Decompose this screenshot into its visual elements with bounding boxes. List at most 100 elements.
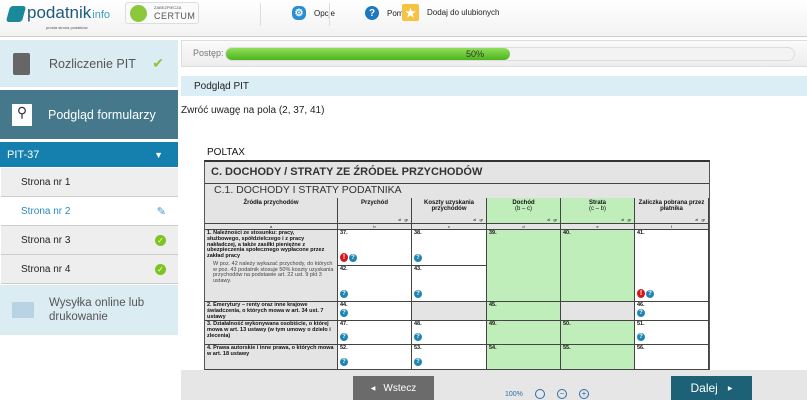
- pit-form-preview: C. DOCHODY / STRATY ZE ŹRÓDEŁ PRZYCHODÓW…: [204, 160, 710, 370]
- field-56[interactable]: 56.: [635, 345, 709, 370]
- source-note: W poz. 42 należy wykazać przychody, do k…: [213, 260, 334, 285]
- field-37[interactable]: 37.!?: [338, 230, 412, 266]
- field-number: 43.: [414, 266, 422, 272]
- top-header: podatnik info prosta strona podatków ZAB…: [0, 0, 807, 37]
- zoom-controls: 100% − +: [505, 389, 589, 399]
- column-title: Przychód: [360, 200, 388, 206]
- field-number: 56.: [637, 345, 645, 351]
- sidebar-form-pit37[interactable]: PIT-37 ▼: [0, 142, 178, 167]
- units-label: zł gr: [473, 217, 483, 222]
- field-number: 37.: [340, 230, 348, 236]
- field-38[interactable]: 38.?: [412, 230, 487, 266]
- help-icon[interactable]: ?: [340, 309, 348, 317]
- field-48[interactable]: 48.?: [412, 321, 487, 345]
- field-49[interactable]: 49.: [487, 321, 561, 345]
- progress-bar-panel: Postęp: 50%: [181, 40, 807, 67]
- page-label: Strona nr 2: [21, 205, 71, 217]
- field-54[interactable]: 54.: [487, 345, 561, 370]
- check-circle-icon: ✓: [155, 234, 166, 246]
- column-header: Źródła przychodów: [205, 198, 338, 224]
- help-icon[interactable]: ?: [349, 254, 357, 262]
- sidebar-page-2[interactable]: Strona nr 2 ✎: [1, 197, 178, 226]
- field-number: 42.: [340, 266, 348, 272]
- field-44[interactable]: 44.?: [338, 302, 412, 321]
- field-40[interactable]: 40.: [561, 230, 635, 302]
- field-46[interactable]: 46.?: [635, 302, 709, 321]
- units-label: zł gr: [547, 217, 557, 222]
- help-icon[interactable]: ?: [637, 309, 645, 317]
- help-icon[interactable]: ?: [340, 333, 348, 341]
- field-50[interactable]: 50.: [561, 321, 635, 345]
- zoom-reset-icon[interactable]: [534, 389, 545, 399]
- help-button[interactable]: ? Pomoc: [365, 6, 412, 20]
- certum-badge[interactable]: ZABEZPIECZA CERTUM: [125, 2, 199, 24]
- error-icon[interactable]: !: [637, 289, 645, 298]
- field-number: 50.: [563, 321, 571, 327]
- progress-percent: 50%: [466, 49, 485, 59]
- help-icon[interactable]: ?: [637, 333, 645, 341]
- sidebar-page-3[interactable]: Strona nr 3 ✓: [1, 226, 178, 255]
- favorite-button[interactable]: ★ Dodaj do ulubionych: [402, 4, 500, 21]
- sidebar-label: Podgląd formularzy: [48, 107, 156, 122]
- help-label: Pomoc: [387, 8, 412, 18]
- help-icon[interactable]: ?: [646, 290, 654, 298]
- field-51[interactable]: 51.?: [635, 321, 709, 345]
- sidebar-page-1[interactable]: Strona nr 1: [1, 168, 178, 197]
- field-number: 45.: [489, 302, 497, 308]
- form-label: PIT-37: [7, 148, 40, 161]
- field-number: 44.: [340, 302, 348, 308]
- next-button[interactable]: Dalej ▶: [671, 376, 752, 400]
- form-brand: POLTAX: [207, 147, 245, 158]
- zoom-in-icon[interactable]: +: [578, 389, 589, 399]
- arrow-right-icon: ▶: [727, 385, 733, 392]
- field-number: 55.: [563, 345, 571, 351]
- column-letter: d: [487, 224, 561, 230]
- divider: [329, 3, 330, 26]
- error-icon[interactable]: !: [340, 253, 348, 262]
- source-text: 4. Prawa autorskie i inne prawa, o który…: [207, 345, 334, 357]
- sidebar-item-rozliczenie[interactable]: Rozliczenie PIT ✔: [0, 40, 178, 87]
- back-button[interactable]: ◀ Wstecz: [353, 376, 434, 400]
- sidebar-page-4[interactable]: Strona nr 4 ✓: [1, 255, 178, 284]
- field-47[interactable]: 47.?: [338, 321, 412, 345]
- help-icon[interactable]: ?: [340, 290, 348, 298]
- blocked-cell: [561, 302, 635, 321]
- options-label: Opcje: [314, 8, 335, 18]
- divider: [260, 3, 261, 26]
- column-subtitle: (c – b): [588, 206, 606, 213]
- column-letter-text: e: [596, 224, 599, 229]
- field-55[interactable]: 55.: [561, 345, 635, 370]
- progress-track: 50%: [225, 47, 795, 61]
- column-title: Strata: [588, 200, 606, 206]
- help-icon[interactable]: ?: [414, 333, 422, 341]
- podatnik-logo[interactable]: podatnik info prosta strona podatków: [5, 2, 110, 30]
- sidebar-label: Rozliczenie PIT: [49, 56, 136, 71]
- options-button[interactable]: ⚙ Opcje: [292, 6, 335, 20]
- calculator-icon: [13, 52, 30, 75]
- zoom-out-icon[interactable]: −: [556, 389, 567, 399]
- blocked-cell: [412, 302, 487, 321]
- field-42[interactable]: 42.?: [338, 266, 412, 302]
- column-header: Strata (c – b) zł gr: [561, 198, 635, 224]
- field-45[interactable]: 45.: [487, 302, 561, 321]
- help-icon[interactable]: ?: [414, 358, 422, 366]
- field-53[interactable]: 53.?: [412, 345, 487, 370]
- progress-label: Postęp:: [193, 48, 224, 58]
- field-number: 49.: [489, 321, 497, 327]
- field-52[interactable]: 52.?: [338, 345, 412, 370]
- logo-tagline: prosta strona podatków: [46, 25, 88, 30]
- sidebar-item-podglad[interactable]: ⚲ Podgląd formularzy: [0, 90, 178, 139]
- help-icon[interactable]: ?: [414, 290, 422, 298]
- column-letter: a: [205, 224, 338, 230]
- field-39[interactable]: 39.: [487, 230, 561, 302]
- subsection-title: C.1. DOCHODY I STRATY PODATNIKA: [214, 184, 402, 196]
- progress-fill: [226, 48, 510, 60]
- next-label: Dalej: [690, 381, 718, 395]
- field-41[interactable]: 41.!?: [635, 230, 709, 302]
- field-43[interactable]: 43.?: [412, 266, 487, 302]
- field-number: 48.: [414, 321, 422, 327]
- help-icon[interactable]: ?: [340, 358, 348, 366]
- column-header: Zaliczka pobrana przez płatnika zł gr: [635, 198, 709, 224]
- help-icon[interactable]: ?: [414, 254, 422, 262]
- sidebar-item-wysylka[interactable]: Wysyłka online lub drukowanie: [0, 285, 178, 335]
